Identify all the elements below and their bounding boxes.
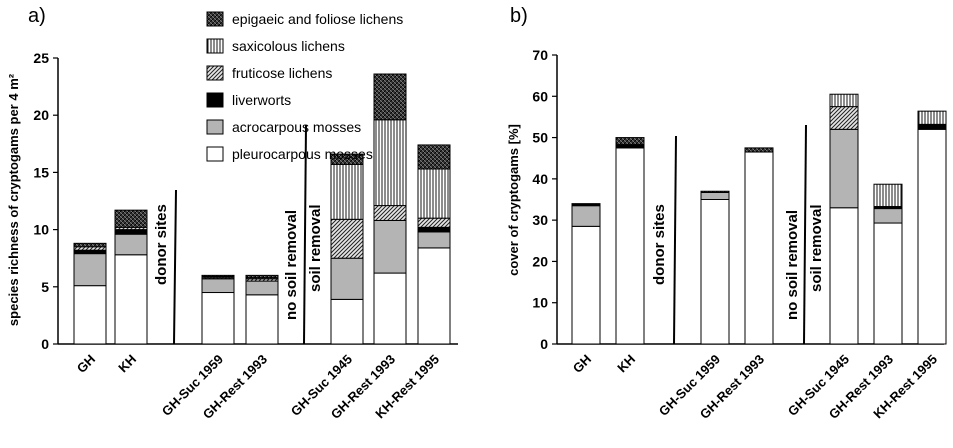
legend-swatch-liverworts <box>207 93 223 107</box>
bar-segment-acrocarpous-mosses <box>74 254 106 286</box>
bar-segment-pleurocarpous-mosses <box>616 148 644 344</box>
legend-label-fruticose: fruticose lichens <box>232 65 332 81</box>
bar-segment-epigaeic-and-foliose-lichens <box>74 243 106 246</box>
legend-swatch-acrocarpous <box>207 120 223 134</box>
bar-segment-saxicolous-lichens <box>830 94 858 106</box>
region-label-no-soil-removal-a: no soil removal <box>283 210 300 320</box>
region-label-no-soil-removal-b: no soil removal <box>784 210 801 320</box>
x-tick-label: GH <box>570 352 594 376</box>
y-tick-label: 15 <box>33 164 49 180</box>
bar-segment-pleurocarpous-mosses <box>418 248 450 344</box>
bar-segment-liverworts <box>74 250 106 253</box>
x-tick-label: KH <box>115 352 139 376</box>
x-tick-label: KH <box>614 352 638 376</box>
bar-segment-acrocarpous-mosses <box>202 279 234 293</box>
legend-label-saxicolous: saxicolous lichens <box>232 38 345 54</box>
bar-segment-acrocarpous-mosses <box>418 232 450 248</box>
y-tick-label: 70 <box>532 47 548 63</box>
bar-segment-epigaeic-and-foliose-lichens <box>572 204 600 205</box>
y-tick-label: 20 <box>532 253 548 269</box>
y-tick-label: 40 <box>532 171 548 187</box>
bar-segment-epigaeic-and-foliose-lichens <box>115 210 147 227</box>
bar-segment-acrocarpous-mosses <box>115 234 147 255</box>
bar-segment-pleurocarpous-mosses <box>74 286 106 344</box>
separator-line <box>174 190 176 344</box>
legend-swatch-epigaeic <box>207 12 223 26</box>
bar-segment-acrocarpous-mosses <box>701 192 729 199</box>
panel-letter-a: a) <box>28 5 46 27</box>
y-tick-label: 30 <box>532 212 548 228</box>
region-label-donor-sites-b: donor sites <box>651 204 668 285</box>
bar-segment-saxicolous-lichens <box>418 169 450 218</box>
y-tick-label: 25 <box>33 50 49 66</box>
separator-line <box>674 136 676 344</box>
y-tick-label: 0 <box>540 336 548 352</box>
bar-segment-liverworts <box>918 124 946 129</box>
y-tick-label: 10 <box>532 295 548 311</box>
bar-segment-liverworts <box>418 227 450 232</box>
bar-segment-acrocarpous-mosses <box>572 206 600 227</box>
legend-swatch-saxicolous <box>207 39 223 53</box>
y-tick-label: 5 <box>41 279 49 295</box>
bar-segment-saxicolous-lichens <box>874 184 902 206</box>
bar-segment-epigaeic-and-foliose-lichens <box>745 148 773 152</box>
bar-segment-pleurocarpous-mosses <box>246 295 278 344</box>
legend-label-epigaeic: epigaeic and foliose lichens <box>232 11 403 27</box>
bar-segment-pleurocarpous-mosses <box>374 273 406 344</box>
bar-segment-acrocarpous-mosses <box>374 220 406 273</box>
bar-segment-epigaeic-and-foliose-lichens <box>202 275 234 276</box>
bar-segment-pleurocarpous-mosses <box>874 223 902 344</box>
legend-label-liverworts: liverworts <box>232 92 291 108</box>
y-tick-label: 50 <box>532 130 548 146</box>
bar-segment-acrocarpous-mosses <box>331 258 363 299</box>
bar-segment-epigaeic-and-foliose-lichens <box>616 138 644 145</box>
region-label-donor-sites-a: donor sites <box>153 204 170 285</box>
bar-segment-epigaeic-and-foliose-lichens <box>246 275 278 277</box>
bar-segment-fruticose-lichens <box>418 218 450 227</box>
bar-segment-fruticose-lichens <box>331 219 363 258</box>
bar-segment-acrocarpous-mosses <box>874 209 902 223</box>
bar-segment-epigaeic-and-foliose-lichens <box>701 191 729 192</box>
y-axis-label-a: species richness of cryptogams per 4 m² <box>6 73 21 326</box>
bar-segment-liverworts <box>115 230 147 235</box>
bar-segment-acrocarpous-mosses <box>246 281 278 295</box>
bar-segment-fruticose-lichens <box>374 206 406 221</box>
bar-segment-epigaeic-and-foliose-lichens <box>418 145 450 169</box>
x-tick-label: GH <box>74 352 98 376</box>
bar-segment-pleurocarpous-mosses <box>331 299 363 344</box>
y-tick-label: 10 <box>33 222 49 238</box>
bar-segment-pleurocarpous-mosses <box>830 208 858 344</box>
legend-label-acrocarpous: acrocarpous mosses <box>232 119 361 135</box>
bar-segment-saxicolous-lichens <box>918 111 946 124</box>
y-tick-label: 60 <box>532 88 548 104</box>
y-axis-label-b: cover of cryptogams [%] <box>506 124 521 276</box>
bar-segment-fruticose-lichens <box>830 107 858 130</box>
panel-letter-b: b) <box>510 5 528 27</box>
bar-segment-pleurocarpous-mosses <box>918 129 946 344</box>
bar-segment-acrocarpous-mosses <box>830 129 858 207</box>
y-tick-label: 20 <box>33 107 49 123</box>
region-label-soil-removal-a: soil removal <box>307 204 324 292</box>
bar-segment-pleurocarpous-mosses <box>745 152 773 344</box>
bar-segment-fruticose-lichens <box>74 247 106 250</box>
bar-segment-saxicolous-lichens <box>331 164 363 219</box>
bar-segment-pleurocarpous-mosses <box>572 226 600 344</box>
y-tick-label: 0 <box>41 336 49 352</box>
bar-segment-pleurocarpous-mosses <box>202 293 234 344</box>
legend-label-pleurocarpous: pleurocarpous mosses <box>232 146 373 162</box>
separator-line <box>804 125 806 344</box>
bar-segment-pleurocarpous-mosses <box>701 200 729 345</box>
region-label-soil-removal-b: soil removal <box>808 204 825 292</box>
legend-swatch-pleurocarpous <box>207 147 223 161</box>
bar-segment-epigaeic-and-foliose-lichens <box>374 74 406 120</box>
bar-segment-saxicolous-lichens <box>374 120 406 206</box>
legend-swatch-fruticose <box>207 66 223 80</box>
bar-segment-pleurocarpous-mosses <box>115 255 147 344</box>
